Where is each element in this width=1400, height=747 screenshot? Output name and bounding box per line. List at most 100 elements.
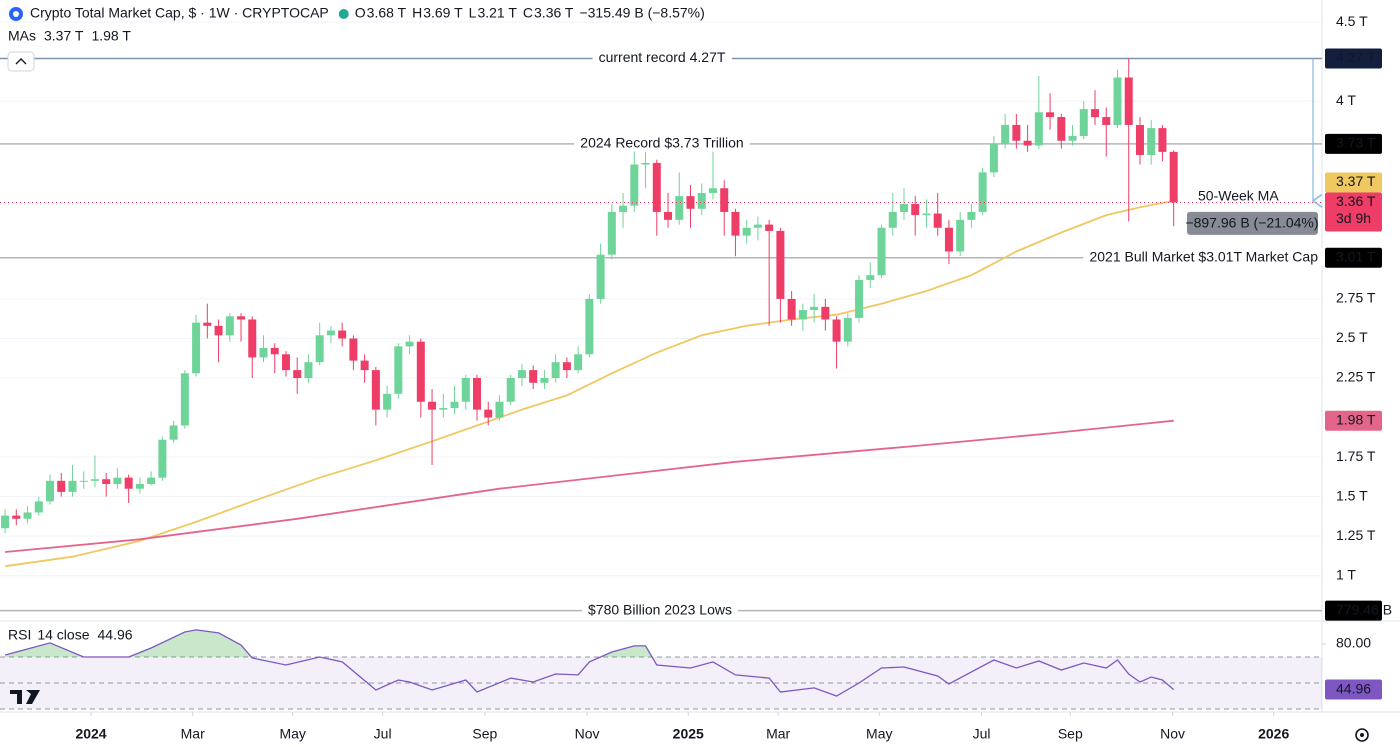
level-badge-bg (1325, 247, 1382, 268)
candle-body (304, 362, 313, 379)
measure-label-bg (1187, 211, 1318, 235)
candle-body (989, 143, 998, 173)
candle-body (1102, 117, 1111, 125)
candle-body (293, 370, 302, 379)
candle-body (1023, 140, 1032, 146)
level-label: 2021 Bull Market $3.01T Market Cap (1089, 249, 1318, 265)
y-tick-label: 1.75 T (1336, 448, 1376, 464)
rsi-badge-bg (1325, 679, 1382, 700)
candle-body (1135, 124, 1144, 155)
candle-body (506, 378, 515, 402)
ohlc-value: 3.68 T (367, 5, 407, 21)
ma-badge: 3.37 T (1336, 173, 1376, 189)
title: Crypto Total Market Cap, $ · 1W · CRYPTO… (30, 5, 329, 21)
ma-badge: 1.98 T (1336, 411, 1376, 427)
ohlc-value: 3.21 T (477, 5, 517, 21)
candle-body (652, 162, 661, 212)
y-tick-label: 2.25 T (1336, 369, 1376, 385)
x-tick-label: Mar (181, 726, 205, 742)
candle-body (1147, 128, 1156, 155)
collapse-button[interactable] (7, 51, 35, 72)
candle-body (765, 224, 774, 231)
candle-body (113, 477, 122, 484)
candle-body (135, 483, 144, 489)
candle-body (383, 393, 392, 410)
last-price-badge: 3.36 T (1336, 193, 1376, 209)
candle-body (562, 362, 571, 371)
candle-body (877, 227, 886, 276)
level-badge: 3.73 T (1336, 135, 1376, 151)
rsi-value: 44.96 (98, 627, 133, 643)
candle-body (933, 213, 942, 228)
x-tick-label: 2026 (1258, 726, 1289, 742)
candle-body (1079, 109, 1088, 137)
candle-body (619, 205, 628, 212)
y-tick-label: 2.75 T (1336, 290, 1376, 306)
candle-body (1169, 151, 1178, 203)
candle-body (967, 211, 976, 220)
candle-body (708, 188, 717, 193)
candle-body (90, 479, 99, 481)
candle-body (866, 275, 875, 280)
x-tick-label: Jul (973, 726, 991, 742)
change: −315.49 B (−8.57%) (579, 5, 704, 21)
candle-body (540, 378, 549, 383)
candle-body (214, 325, 223, 336)
candle-body (248, 319, 257, 358)
symbol-icon-center (13, 11, 19, 17)
candle-body (899, 204, 908, 212)
level-label: current record 4.27T (599, 49, 726, 65)
ma-badge-bg (1325, 172, 1382, 193)
candle-body (338, 330, 347, 339)
candle-body (237, 316, 246, 320)
rsi-badge: 44.96 (1336, 680, 1371, 696)
level-badge-bg (1325, 600, 1382, 621)
candle-body (978, 172, 987, 212)
candle-body (664, 211, 673, 220)
level-badge: 779.46 B (1336, 601, 1392, 617)
candle-body (192, 322, 201, 374)
candle-body (259, 347, 268, 358)
candle-body (574, 354, 583, 371)
countdown: 3d 9h (1336, 210, 1371, 226)
x-tick-label: May (866, 726, 892, 742)
candle-body (686, 196, 695, 209)
ma-legend-title: MAs (8, 28, 36, 44)
settings-icon[interactable] (1355, 728, 1369, 742)
candle-body (428, 401, 437, 410)
collapse-icon (15, 58, 27, 65)
candle-body (79, 480, 88, 482)
candle-body (855, 279, 864, 318)
candle-body (34, 501, 43, 513)
candle-body (1012, 124, 1021, 141)
candle-body (1113, 77, 1122, 125)
candle-body (1034, 112, 1043, 146)
chart-layer: 1 T 1.25 T 1.5 T 1.75 T 2.25 T 2.5 T 2.75 T 4 T… (0, 5, 1392, 742)
candle-body (102, 479, 111, 484)
candle-body (349, 338, 358, 361)
candle-body (360, 360, 369, 371)
candle-body (1001, 124, 1010, 144)
candle-body (46, 480, 55, 502)
level-badge-bg (1325, 133, 1382, 154)
ma-badge-bg (1325, 410, 1382, 431)
candle-body (742, 227, 751, 236)
rsi-line (4, 629, 1175, 697)
candle-body (180, 373, 189, 426)
candle-body (1158, 128, 1167, 152)
candle-body (124, 477, 133, 489)
x-tick-label: Nov (1160, 726, 1185, 742)
candle-body (1124, 77, 1133, 125)
ma-line (5, 419, 1174, 553)
candle-body (1068, 136, 1077, 141)
candle-body (158, 439, 167, 478)
candle-body (596, 254, 605, 299)
candle-body (641, 162, 650, 165)
candle-body (1, 515, 10, 529)
candle-body (888, 211, 897, 228)
rsi-pane (0, 629, 1322, 710)
candle-body (843, 317, 852, 342)
candle-body (12, 515, 21, 519)
level-label: $780 Billion 2023 Lows (588, 601, 732, 617)
